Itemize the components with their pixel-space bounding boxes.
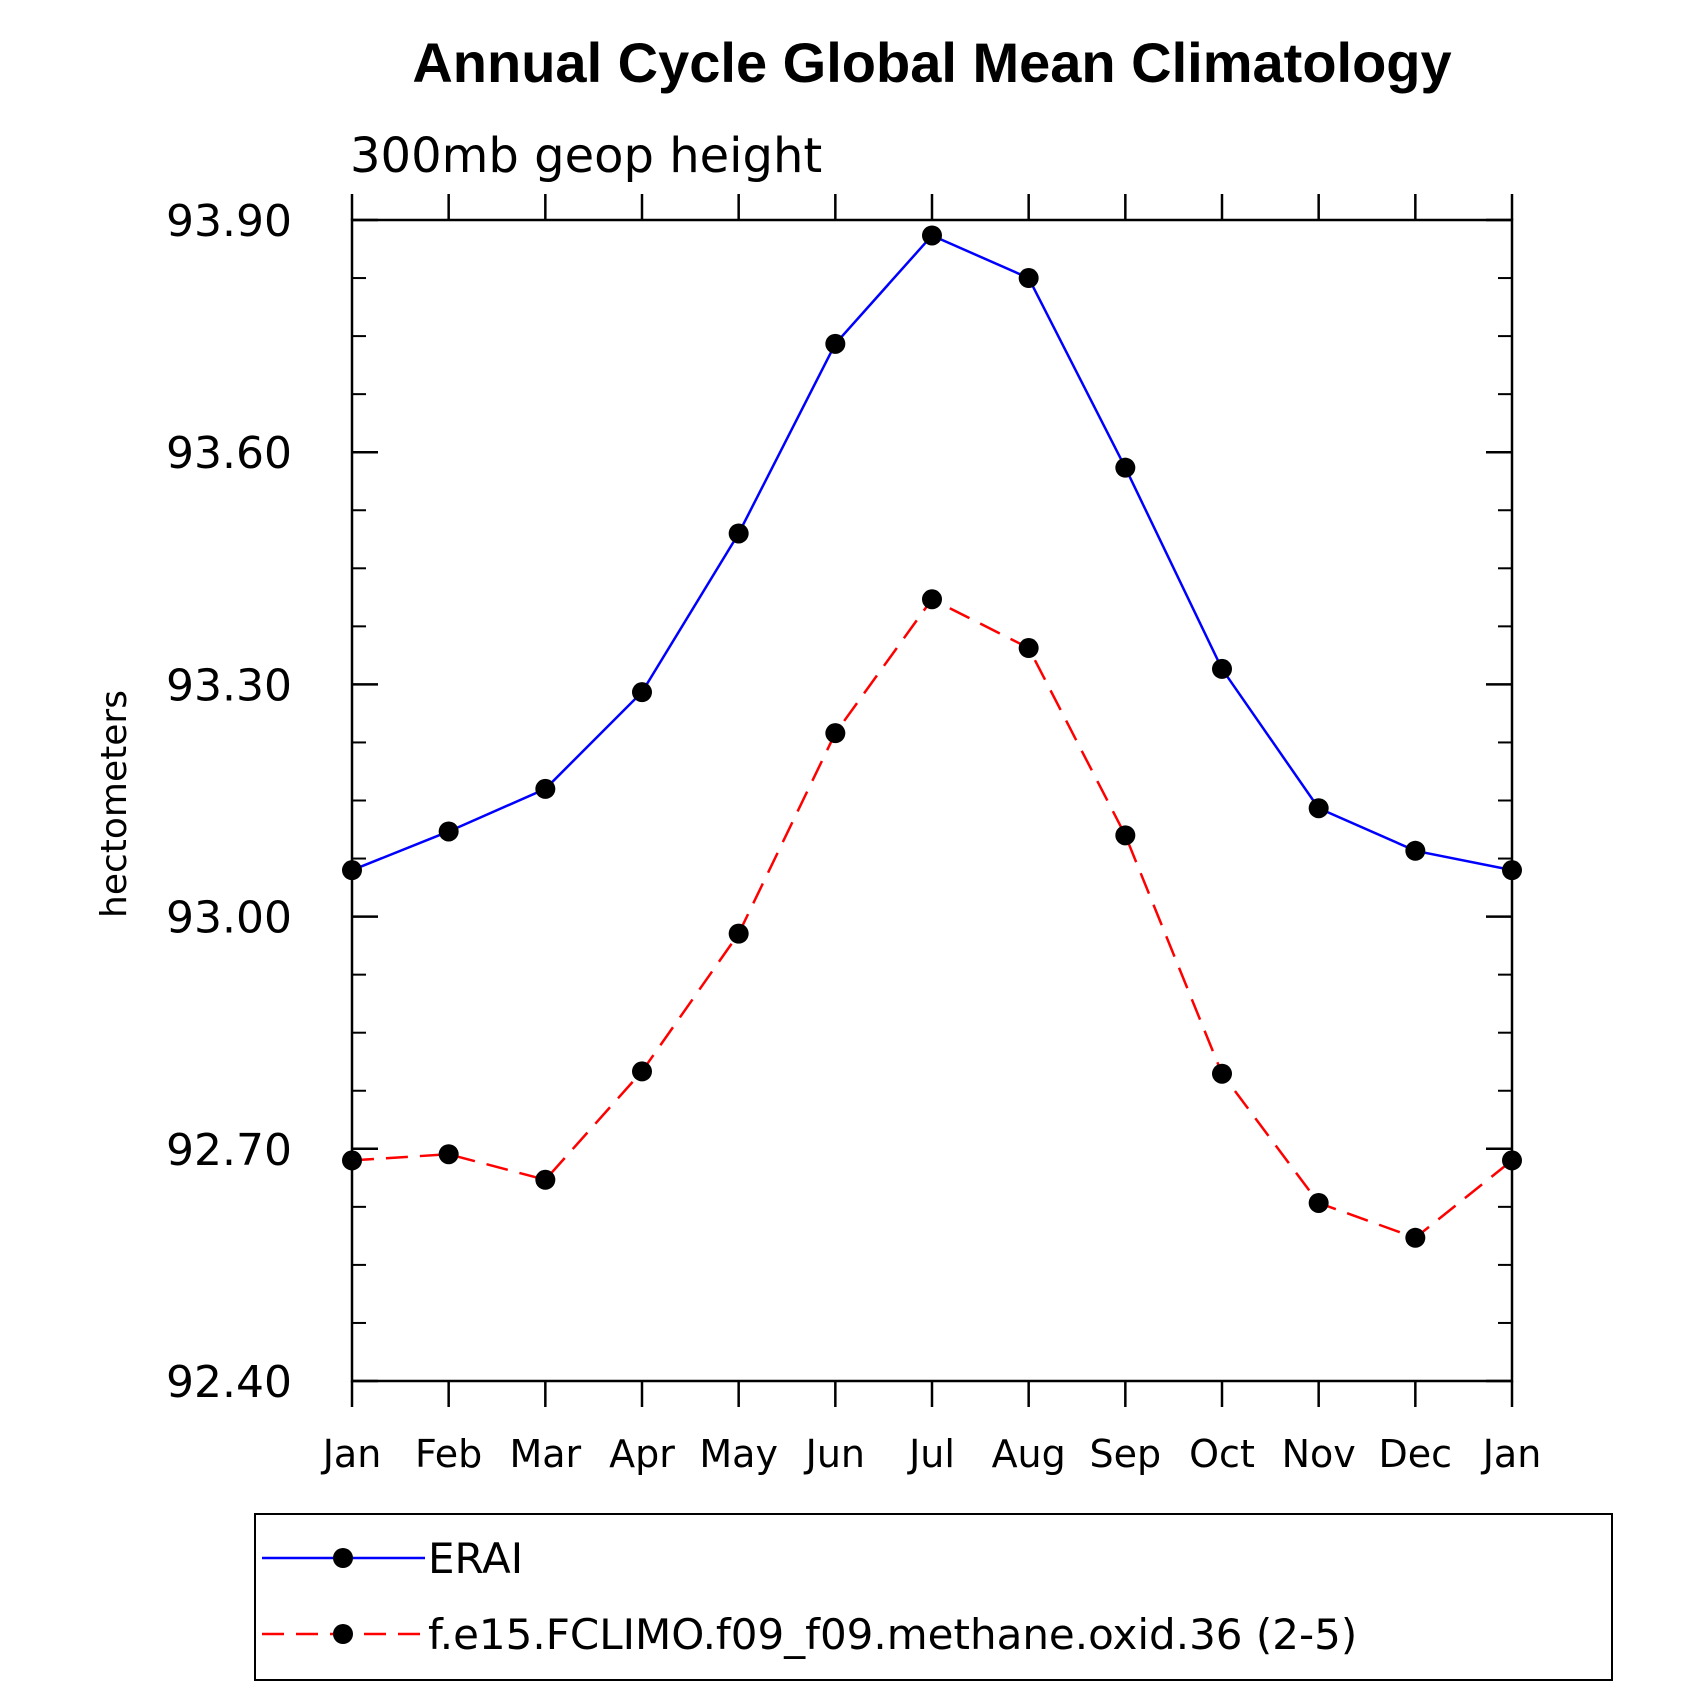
x-tick-label: Aug — [992, 1432, 1066, 1476]
data-point-series-0 — [1502, 860, 1522, 881]
data-point-series-0 — [825, 333, 846, 354]
series-line-0 — [351, 233, 1513, 872]
data-point-series-1 — [632, 1061, 652, 1082]
data-point-series-0 — [632, 682, 652, 703]
data-point-series-1 — [1212, 1063, 1232, 1084]
legend-marker-erai — [333, 1548, 353, 1568]
data-point-series-0 — [535, 778, 556, 799]
data-point-series-0 — [1018, 268, 1039, 289]
data-point-series-0 — [1115, 457, 1136, 478]
data-point-series-1 — [1115, 825, 1136, 846]
series-line-1 — [351, 597, 1513, 1240]
x-tick-label: Feb — [415, 1432, 482, 1476]
x-tick-label: Apr — [609, 1432, 675, 1476]
axes-layer: 92.40 92.70 93.00 93.30 93.60 93.90 Jan Feb Mar A… — [166, 194, 1541, 1476]
x-tick-label: Nov — [1282, 1432, 1356, 1476]
data-point-series-0 — [922, 225, 942, 246]
data-point-series-0 — [1308, 798, 1329, 819]
plot-frame — [350, 218, 1514, 1383]
data-point-series-1 — [728, 923, 749, 944]
x-tick-label: Mar — [509, 1432, 581, 1476]
data-point-series-1 — [922, 589, 942, 610]
y-tick-label: 93.60 — [166, 428, 292, 479]
data-point-series-1 — [535, 1169, 556, 1190]
y-tick-label: 93.00 — [166, 893, 292, 944]
data-point-series-0 — [728, 523, 749, 544]
data-point-series-0 — [1405, 840, 1426, 861]
y-tick-label: 92.40 — [166, 1357, 292, 1408]
x-tick-label: Sep — [1090, 1432, 1162, 1476]
x-tick-label: Jul — [907, 1432, 955, 1476]
legend-label-model: f.e15.FCLIMO.f09_f09.methane.oxid.36 (2-… — [428, 1610, 1357, 1659]
data-point-series-1 — [1502, 1150, 1522, 1171]
data-point-series-1 — [1018, 638, 1039, 659]
series-layer — [342, 225, 1522, 1248]
data-point-series-0 — [342, 860, 362, 881]
x-tick-label: Jun — [804, 1432, 865, 1476]
data-point-series-1 — [438, 1144, 459, 1165]
x-tick-label: May — [699, 1432, 778, 1476]
y-tick-label: 92.70 — [166, 1125, 292, 1176]
legend-label-erai: ERAI — [428, 1534, 523, 1583]
data-point-series-0 — [1212, 658, 1232, 679]
data-point-series-1 — [825, 723, 846, 744]
x-tick-label: Dec — [1379, 1432, 1453, 1476]
legend-marker-model — [333, 1624, 353, 1644]
x-tick-label: Jan — [1481, 1432, 1542, 1476]
y-axis-label: hectometers — [94, 690, 135, 918]
y-tick-label: 93.30 — [166, 660, 292, 711]
chart-title: Annual Cycle Global Mean Climatology — [412, 31, 1451, 94]
y-tick-label: 93.90 — [166, 196, 292, 247]
legend-box — [254, 1513, 1613, 1681]
data-point-series-1 — [1405, 1227, 1426, 1248]
x-tick-label: Jan — [321, 1432, 382, 1476]
data-point-series-1 — [1308, 1192, 1329, 1213]
chart-subtitle: 300mb geop height — [350, 128, 822, 184]
legend: ERAI f.e15.FCLIMO.f09_f09.methane.oxid.3… — [254, 1513, 1613, 1681]
data-point-series-0 — [438, 821, 459, 842]
x-tick-label: Oct — [1189, 1432, 1255, 1476]
data-point-series-1 — [342, 1150, 362, 1171]
